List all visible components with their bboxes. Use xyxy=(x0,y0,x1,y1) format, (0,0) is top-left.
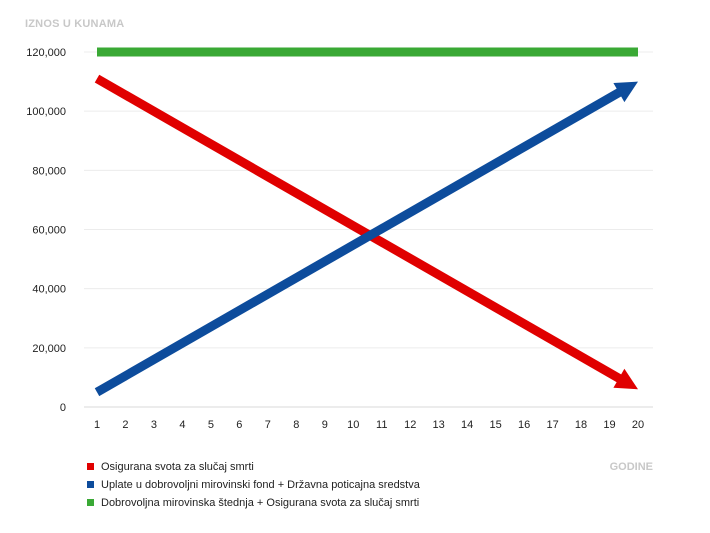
series-line-1 xyxy=(94,74,623,384)
x-tick-label: 14 xyxy=(461,419,473,431)
x-tick-label: 2 xyxy=(122,419,128,431)
legend: Osigurana svota za slučaj smrti Uplate u … xyxy=(87,461,421,509)
x-tick-label: 17 xyxy=(546,419,558,431)
y-axis-ticks: 0 20,000 40,000 60,000 80,000 100,000 120,000 xyxy=(26,47,66,414)
x-axis-ticks: 1 2 3 4 5 6 7 8 9 10 11 12 13 14 15 16 17 18 19 20 xyxy=(94,419,644,431)
x-tick-label: 10 xyxy=(347,419,359,431)
y-tick-label: 0 xyxy=(60,402,66,414)
y-tick-label: 60,000 xyxy=(32,225,66,237)
y-tick-label: 20,000 xyxy=(32,343,66,355)
series-arrowhead-1 xyxy=(613,368,638,390)
legend-label: Uplate u dobrovoljni mirovinski fond + D… xyxy=(101,479,421,491)
x-tick-label: 20 xyxy=(632,419,644,431)
series-arrowhead-2 xyxy=(613,81,638,103)
y-tick-label: 40,000 xyxy=(32,284,66,296)
x-tick-label: 9 xyxy=(322,419,328,431)
x-tick-label: 5 xyxy=(208,419,214,431)
x-tick-label: 3 xyxy=(151,419,157,431)
y-tick-label: 80,000 xyxy=(32,165,66,177)
x-tick-label: 11 xyxy=(376,419,387,431)
x-tick-label: 12 xyxy=(404,419,416,431)
legend-swatch xyxy=(87,499,94,506)
x-tick-label: 4 xyxy=(179,419,185,431)
series-line-2 xyxy=(94,87,623,397)
x-tick-label: 19 xyxy=(603,419,615,431)
legend-label: Osigurana svota za slučaj smrti xyxy=(101,461,254,473)
x-tick-label: 16 xyxy=(518,419,530,431)
x-tick-label: 13 xyxy=(433,419,445,431)
x-tick-label: 6 xyxy=(236,419,242,431)
y-axis-label: IZNOS U KUNAMA xyxy=(25,18,124,30)
x-tick-label: 7 xyxy=(265,419,271,431)
x-axis-label: GODINE xyxy=(610,461,653,473)
x-tick-label: 18 xyxy=(575,419,587,431)
series-lines xyxy=(94,47,638,397)
y-tick-label: 100,000 xyxy=(26,106,66,118)
x-tick-label: 15 xyxy=(490,419,502,431)
legend-swatch xyxy=(87,463,94,470)
x-tick-label: 1 xyxy=(94,419,100,431)
y-tick-label: 120,000 xyxy=(26,47,66,59)
legend-label: Dobrovoljna mirovinska štednja + Osigura… xyxy=(101,497,419,509)
legend-swatch xyxy=(87,481,94,488)
x-tick-label: 8 xyxy=(293,419,299,431)
